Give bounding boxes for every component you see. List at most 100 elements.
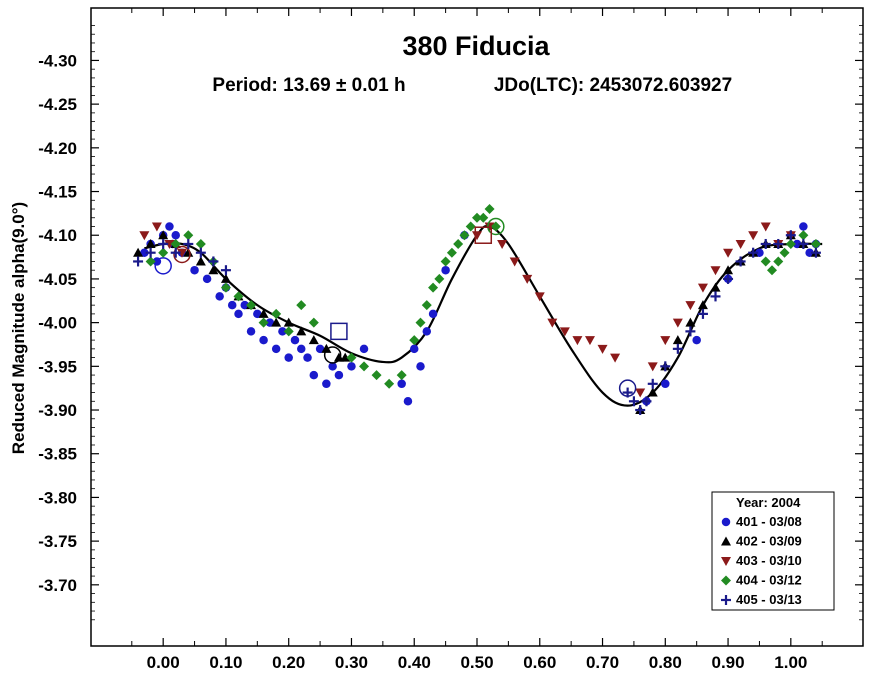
data-point (145, 247, 156, 258)
x-tick-label: 0.90 (712, 653, 745, 672)
data-point (766, 265, 777, 276)
data-point (347, 362, 356, 371)
data-point (171, 230, 180, 240)
data-point (723, 265, 734, 275)
data-point (140, 248, 149, 257)
chart-title: 380 Fiducia (402, 31, 550, 61)
data-point (202, 274, 212, 284)
data-point (265, 318, 275, 327)
data-point (158, 230, 169, 240)
data-point (190, 265, 199, 275)
data-point (810, 247, 821, 258)
open-circle-marker (154, 257, 172, 275)
data-point (441, 265, 450, 275)
data-point (760, 238, 771, 249)
open-circle-marker (173, 245, 191, 264)
x-tick-label: 0.60 (523, 653, 556, 672)
data-point (805, 248, 814, 257)
data-point (183, 238, 194, 249)
data-point (346, 352, 357, 363)
data-point (760, 256, 771, 267)
data-point (685, 301, 696, 311)
data-point (258, 308, 269, 318)
data-point (660, 361, 671, 372)
data-point (799, 222, 808, 231)
data-point (755, 248, 764, 257)
y-tick-label: -3.80 (38, 488, 77, 507)
data-point (697, 300, 708, 310)
data-point (328, 362, 337, 371)
legend-marker (721, 517, 731, 527)
legend-entries: 401 - 03/08 402 - 03/09 403 - 03/10 404 - 0… (721, 514, 802, 607)
data-point (165, 222, 174, 231)
data-points-layer (133, 204, 821, 416)
data-point (522, 274, 533, 284)
chart-subtitle-epoch: JDo(LTC): 2453072.603927 (494, 75, 732, 96)
data-point (584, 336, 595, 346)
data-point (446, 247, 457, 258)
data-point (283, 326, 294, 337)
data-point (158, 238, 169, 249)
data-point (403, 397, 413, 406)
data-point (672, 335, 683, 345)
data-point (810, 238, 821, 249)
legend-label: 401 - 03/08 (736, 514, 802, 529)
data-point (440, 256, 451, 267)
data-point (478, 212, 489, 223)
legend-marker (721, 536, 731, 546)
legend: Year: 2004 401 - 03/08 402 - 03/09 403 - 0… (711, 491, 835, 611)
y-tick-label: -3.75 (38, 532, 77, 551)
data-point (227, 300, 237, 310)
data-point (271, 317, 282, 327)
data-point (723, 248, 734, 258)
data-point (409, 344, 419, 354)
data-point (798, 230, 809, 241)
data-point (397, 379, 406, 389)
open-square-marker (330, 322, 348, 341)
data-point (246, 300, 257, 311)
data-point (661, 379, 670, 389)
legend-label: 404 - 03/12 (736, 573, 802, 588)
data-point (798, 238, 809, 249)
data-point (322, 379, 331, 389)
y-tick-label: -4.00 (38, 314, 77, 333)
series-4 (145, 204, 821, 389)
data-point (773, 256, 784, 267)
data-point (384, 378, 395, 389)
data-point (628, 396, 639, 407)
series-5 (133, 230, 821, 416)
data-point (177, 248, 188, 258)
data-point (259, 335, 268, 345)
y-tick-label: -3.90 (38, 401, 77, 420)
data-point (208, 256, 219, 267)
data-point (415, 317, 426, 328)
data-point (164, 239, 175, 249)
legend-marker (721, 557, 731, 566)
data-point (371, 370, 382, 381)
data-point (647, 387, 658, 397)
data-point (333, 352, 344, 362)
data-point (509, 257, 520, 267)
data-point (145, 256, 156, 267)
data-point (145, 238, 156, 248)
data-point (692, 335, 701, 345)
x-tick-label: 1.00 (774, 653, 807, 672)
data-point (283, 317, 294, 327)
data-point (334, 370, 344, 380)
data-point (308, 317, 319, 328)
x-tick-label: 0.70 (586, 653, 619, 672)
data-point (396, 370, 407, 381)
data-point (785, 238, 796, 249)
y-tick-label: -4.30 (38, 51, 77, 70)
data-point (246, 327, 256, 336)
data-point (321, 343, 332, 353)
data-point (710, 266, 721, 276)
legend-title: Year: 2004 (736, 495, 801, 510)
data-point (735, 256, 746, 267)
data-point (748, 231, 759, 241)
data-point (416, 362, 425, 371)
data-point (233, 291, 244, 302)
data-point (710, 282, 721, 292)
data-point (497, 239, 508, 249)
